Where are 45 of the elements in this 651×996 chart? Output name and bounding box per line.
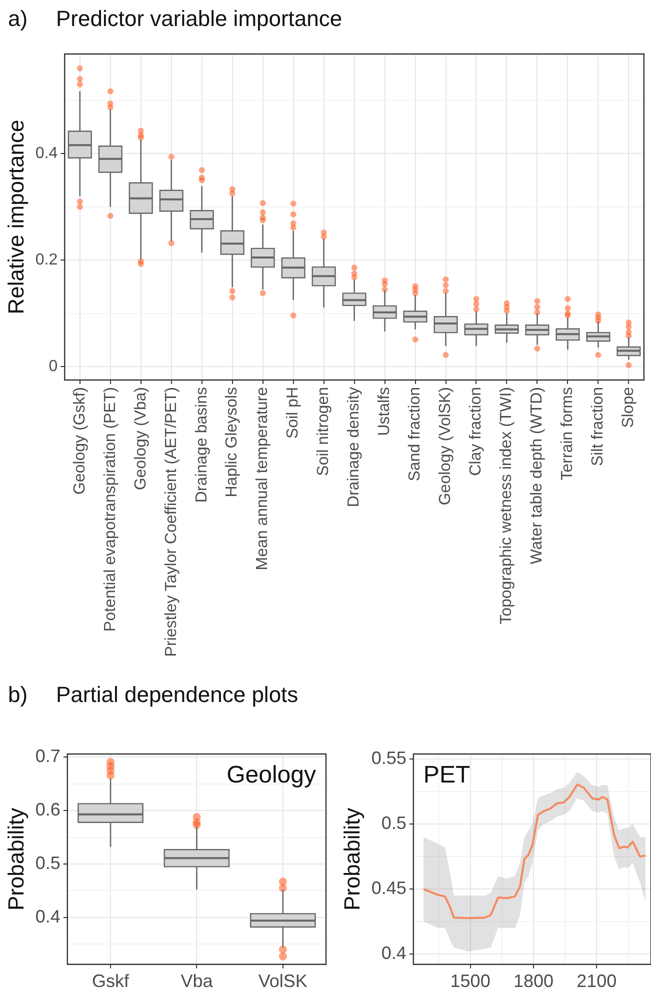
x-tick-label: Clay fraction bbox=[468, 386, 485, 476]
x-tick-label: 1500 bbox=[450, 971, 490, 992]
x-tick-label: Vba bbox=[180, 971, 214, 992]
x-tick-label: Geology (Gskf) bbox=[71, 386, 88, 495]
text: a) bbox=[8, 6, 28, 32]
y-tick-label: 0.45 bbox=[371, 878, 406, 898]
x-tick-label: Water table depth (WTD) bbox=[528, 386, 546, 564]
x-tick-label: 1800 bbox=[513, 971, 554, 992]
x-tick-label: Potential evapotranspiration (PET) bbox=[102, 386, 119, 632]
text: b) bbox=[8, 682, 28, 708]
y-tick-label: 0.4 bbox=[35, 906, 60, 926]
x-tick-label: Drainage basins bbox=[193, 386, 210, 503]
x-tick-label: 2100 bbox=[576, 971, 617, 992]
annotation: Geology bbox=[226, 762, 316, 789]
x-tick-label: Topographic wetness index (TWI) bbox=[498, 386, 516, 624]
x-tick-label: Ustalfs bbox=[376, 386, 394, 436]
x-tick-label: Silt fraction bbox=[590, 386, 607, 466]
y-tick-label: 0.55 bbox=[371, 748, 406, 768]
x-tick-label: Geology (VolSK) bbox=[437, 386, 454, 506]
x-tick-label: Sand fraction bbox=[406, 386, 424, 482]
y-tick-label: 0.7 bbox=[35, 746, 60, 766]
x-tick-label: Terrain forms bbox=[559, 386, 576, 480]
y-axis-title: Probability bbox=[339, 808, 364, 911]
x-tick-label: Soil pH bbox=[284, 386, 302, 439]
x-tick-label: Priestley Taylor Coefficient (AET/PET) bbox=[162, 386, 180, 657]
x-tick-label: Gskf bbox=[92, 971, 130, 992]
y-axis-title: Probability bbox=[3, 808, 28, 911]
y-tick-label: 0.5 bbox=[35, 852, 60, 873]
chart-title: Partial dependence plots bbox=[56, 682, 298, 708]
chart-title: Predictor variable importance bbox=[56, 6, 342, 32]
y-axis-title: Relative importance bbox=[3, 120, 28, 314]
x-tick-label: VolSK bbox=[258, 971, 308, 992]
y-tick-label: 0.4 bbox=[381, 942, 406, 963]
y-tick-label: 0.2 bbox=[35, 252, 58, 269]
x-tick-label: Slope bbox=[620, 386, 638, 428]
y-tick-label: 0.5 bbox=[381, 813, 406, 834]
x-tick-label: Haplic Gleysols bbox=[224, 386, 241, 498]
y-tick-label: 0.4 bbox=[35, 145, 58, 162]
x-tick-label: Mean annual temperature bbox=[254, 386, 272, 570]
x-tick-label: Soil nitrogen bbox=[315, 386, 332, 476]
y-tick-label: 0.6 bbox=[35, 800, 60, 820]
y-tick-label: 0 bbox=[48, 358, 58, 376]
x-tick-label: Geology (Vba) bbox=[132, 386, 150, 490]
annotation: PET bbox=[423, 762, 470, 789]
x-tick-label: Drainage density bbox=[346, 386, 363, 508]
